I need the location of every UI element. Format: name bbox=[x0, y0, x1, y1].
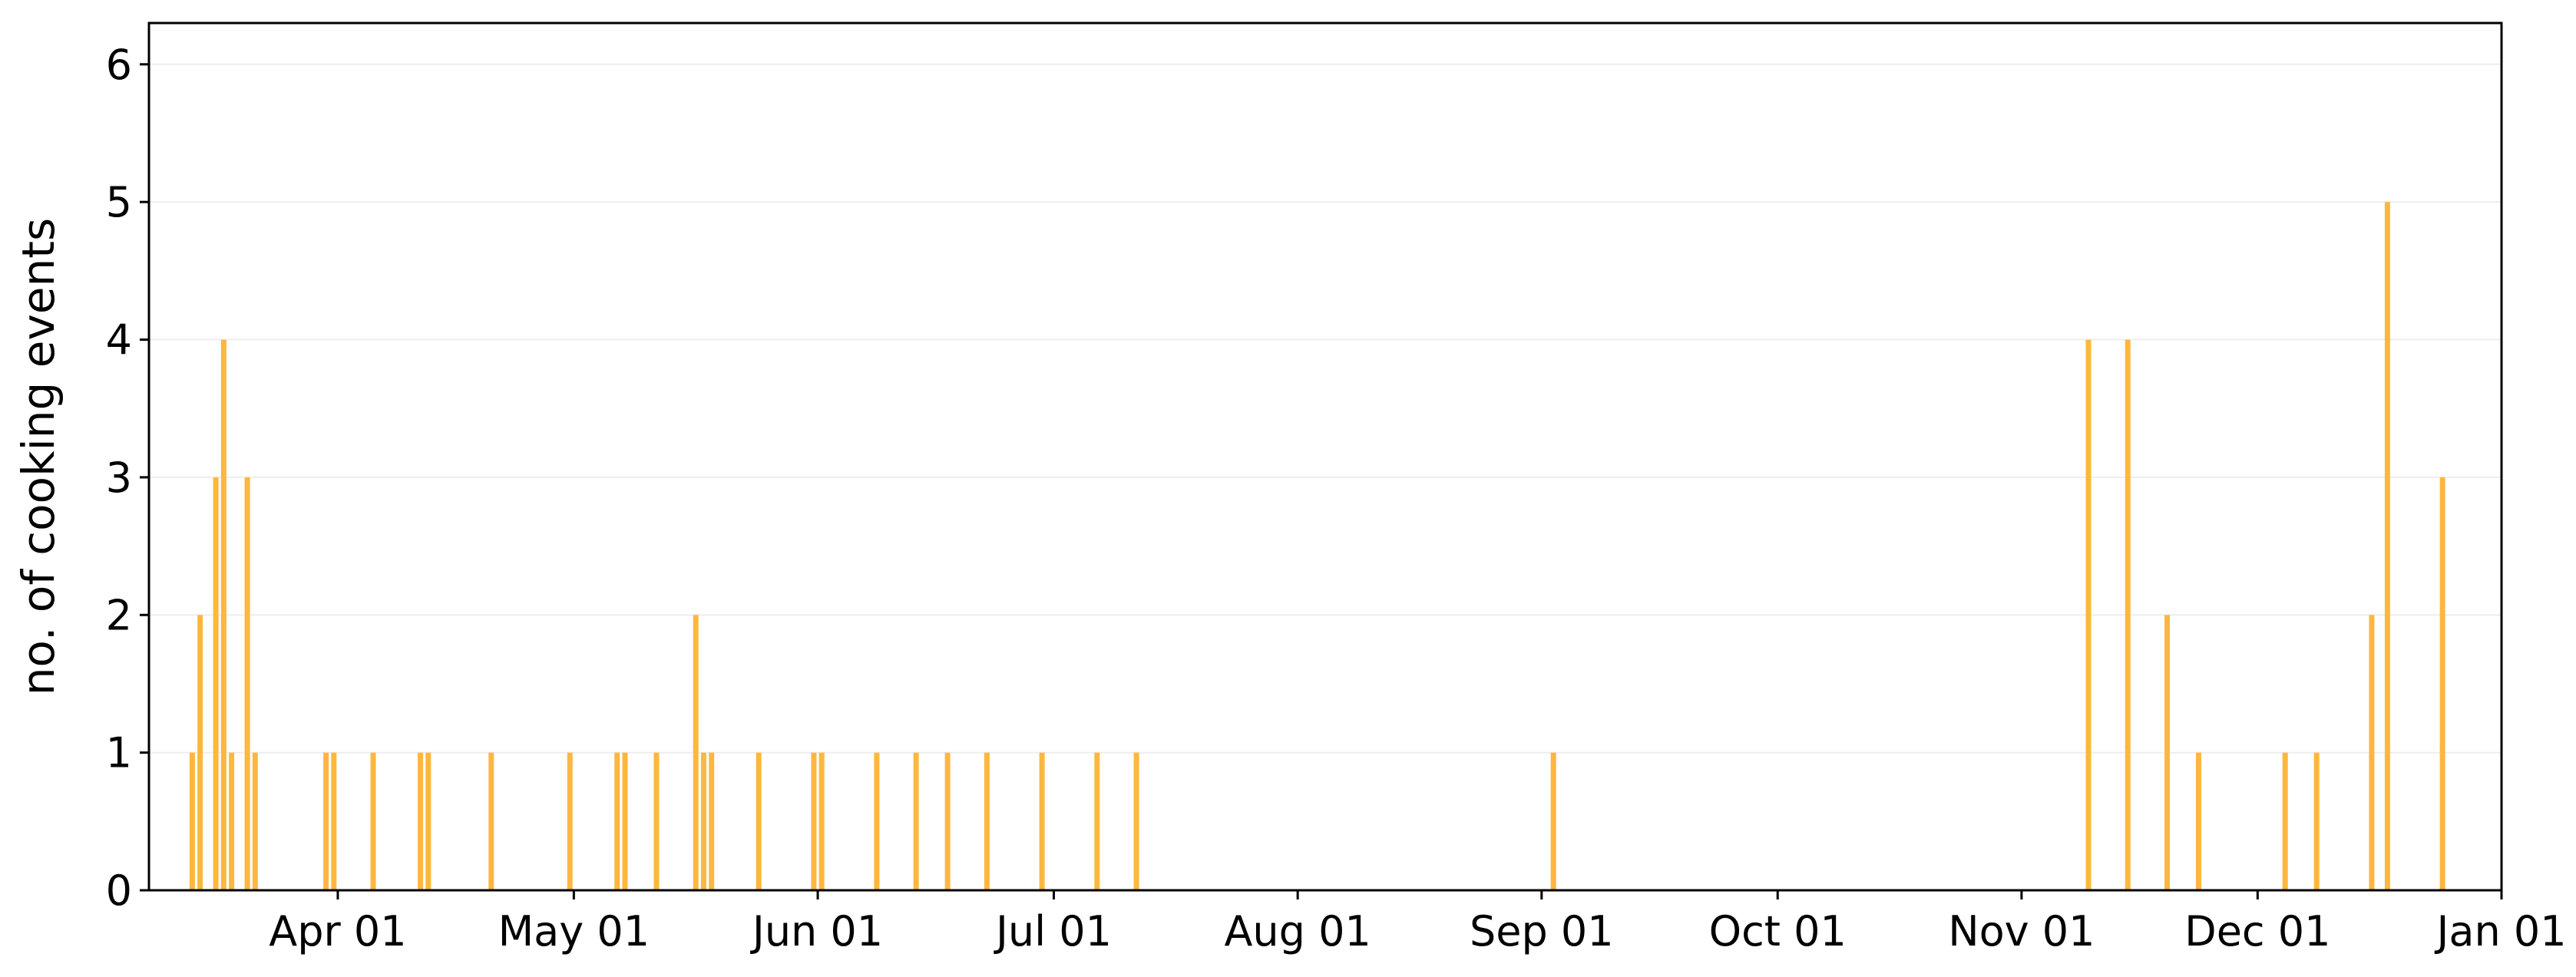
bar bbox=[2282, 752, 2288, 890]
y-tick-label: 1 bbox=[106, 729, 132, 777]
bar bbox=[2369, 615, 2375, 890]
y-tick-label: 3 bbox=[106, 454, 132, 502]
bar bbox=[331, 752, 337, 890]
x-tick-label: Dec 01 bbox=[2184, 907, 2330, 956]
bar bbox=[2085, 339, 2092, 890]
bar bbox=[709, 752, 715, 890]
x-tick-label: Apr 01 bbox=[269, 907, 406, 956]
bar bbox=[2164, 615, 2170, 890]
bar bbox=[229, 752, 235, 890]
bar bbox=[614, 752, 620, 890]
bar bbox=[252, 752, 258, 890]
y-axis: 0 1 2 3 4 5 6 bbox=[106, 41, 149, 915]
bar bbox=[1039, 752, 1045, 890]
bar bbox=[2439, 477, 2445, 890]
x-tick-label: Nov 01 bbox=[1948, 907, 2095, 956]
y-tick-label: 0 bbox=[106, 866, 132, 915]
bar bbox=[811, 752, 817, 890]
bar bbox=[370, 752, 376, 890]
y-tick-label: 5 bbox=[106, 178, 132, 226]
bar bbox=[622, 752, 628, 890]
bar bbox=[700, 752, 706, 890]
bar bbox=[2195, 752, 2201, 890]
bar bbox=[1550, 752, 1556, 890]
bar bbox=[913, 752, 919, 890]
x-tick-label: Jun 01 bbox=[750, 907, 883, 956]
bar bbox=[653, 752, 660, 890]
bar bbox=[418, 752, 424, 890]
x-tick-label: Sep 01 bbox=[1470, 907, 1614, 956]
x-tick-label: Jul 01 bbox=[994, 907, 1112, 956]
y-tick-label: 2 bbox=[106, 591, 132, 639]
bars bbox=[189, 202, 2445, 891]
x-axis: Apr 01 May 01 Jun 01 Jul 01 Aug 01 Sep 01 Oct … bbox=[269, 890, 2567, 956]
bar bbox=[984, 752, 990, 890]
bar bbox=[1133, 752, 1139, 890]
grid bbox=[149, 63, 2502, 891]
bar bbox=[2384, 202, 2390, 891]
bar bbox=[2125, 339, 2131, 890]
bar bbox=[1094, 752, 1100, 890]
x-tick-label: May 01 bbox=[498, 907, 650, 956]
bar bbox=[220, 339, 227, 890]
bar bbox=[756, 752, 762, 890]
bar bbox=[213, 477, 219, 890]
bar bbox=[425, 752, 432, 890]
bar bbox=[488, 752, 494, 890]
bar bbox=[944, 752, 951, 890]
bar bbox=[693, 615, 699, 890]
bar bbox=[323, 752, 329, 890]
y-tick-label: 4 bbox=[106, 316, 132, 365]
bar bbox=[197, 615, 203, 890]
bar bbox=[244, 477, 250, 890]
bar bbox=[818, 752, 825, 890]
bar bbox=[2313, 752, 2320, 890]
y-tick-label: 6 bbox=[106, 41, 132, 89]
x-tick-label: Oct 01 bbox=[1709, 907, 1847, 956]
plot-frame bbox=[147, 21, 2503, 892]
x-tick-label: Aug 01 bbox=[1224, 907, 1371, 956]
x-tick-label: Jan 01 bbox=[2434, 907, 2566, 956]
y-axis-title: no. of cooking events bbox=[12, 218, 64, 695]
bar bbox=[874, 752, 880, 890]
bar bbox=[189, 752, 195, 890]
bar bbox=[567, 752, 573, 890]
